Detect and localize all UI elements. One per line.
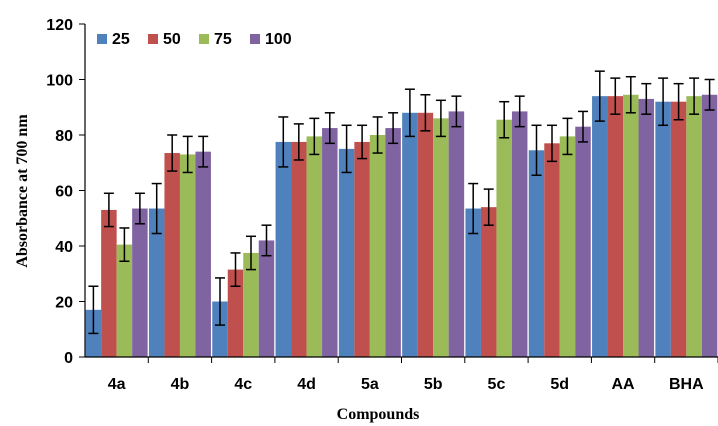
bar-4b-75 bbox=[179, 154, 196, 357]
y-tick-label: 80 bbox=[55, 128, 73, 145]
legend-label-50: 50 bbox=[163, 31, 181, 48]
legend-swatch-100 bbox=[250, 34, 260, 44]
legend-swatch-75 bbox=[199, 34, 209, 44]
legend-label-75: 75 bbox=[214, 31, 232, 48]
x-tick-label: 4c bbox=[234, 376, 252, 393]
bar-4d-100 bbox=[322, 128, 338, 357]
bar-5b-100 bbox=[448, 111, 465, 357]
bar-4c-25 bbox=[212, 301, 228, 357]
bar-AA-100 bbox=[638, 98, 655, 358]
y-axis-ticks: 0 20 40 60 80 100 120 bbox=[46, 17, 85, 367]
bar-5c-50 bbox=[480, 207, 497, 357]
bar-4d-75 bbox=[306, 136, 323, 357]
y-tick-label: 60 bbox=[55, 184, 73, 201]
bar-5a-100 bbox=[385, 128, 401, 357]
x-tick-label: 4d bbox=[297, 376, 316, 393]
plot-area bbox=[84, 24, 718, 358]
y-tick-label: 40 bbox=[55, 239, 73, 256]
legend-swatch-25 bbox=[97, 34, 107, 44]
bar-4b-50 bbox=[164, 153, 180, 357]
bar-4a-75 bbox=[116, 244, 133, 357]
legend: 25 50 75 100 bbox=[97, 31, 292, 48]
bar-4a-100 bbox=[132, 208, 148, 357]
bar-4d-25 bbox=[275, 141, 292, 357]
bar-BHA-100 bbox=[701, 94, 718, 357]
bar-5b-50 bbox=[417, 112, 434, 357]
bar-5c-75 bbox=[496, 119, 512, 357]
bar-4b-100 bbox=[195, 151, 211, 357]
bar-AA-25 bbox=[592, 96, 608, 358]
x-tick-label: 5a bbox=[361, 376, 379, 393]
x-tick-label: 5d bbox=[550, 376, 569, 393]
bar-4a-50 bbox=[101, 209, 117, 357]
bar-4b-25 bbox=[148, 208, 165, 357]
x-tick-label: 4b bbox=[171, 376, 190, 393]
bar-4c-75 bbox=[243, 252, 259, 357]
bar-5a-75 bbox=[369, 135, 386, 357]
bar-5a-50 bbox=[354, 141, 370, 357]
x-tick-label: AA bbox=[611, 376, 635, 393]
y-axis-title: Absorbance at 700 nm bbox=[14, 114, 31, 268]
x-tick-label: 5b bbox=[424, 376, 443, 393]
x-tick-label: BHA bbox=[669, 376, 704, 393]
bar-BHA-25 bbox=[655, 101, 671, 357]
bar-5d-100 bbox=[575, 126, 591, 357]
bar-4c-50 bbox=[227, 269, 244, 357]
legend-label-25: 25 bbox=[112, 31, 130, 48]
x-axis-title: Compounds bbox=[337, 406, 420, 423]
bar-5c-100 bbox=[511, 111, 528, 357]
bar-AA-75 bbox=[623, 94, 639, 357]
bar-4d-50 bbox=[291, 141, 307, 357]
y-tick-label: 0 bbox=[64, 350, 73, 367]
bar-BHA-50 bbox=[670, 101, 687, 357]
y-tick-label: 20 bbox=[55, 295, 73, 312]
legend-swatch-50 bbox=[148, 34, 158, 44]
bar-BHA-75 bbox=[686, 96, 702, 358]
bar-5c-25 bbox=[465, 208, 481, 357]
bar-5d-75 bbox=[559, 136, 576, 357]
legend-label-100: 100 bbox=[265, 31, 292, 48]
x-tick-label: 5c bbox=[488, 376, 506, 393]
bar-4c-100 bbox=[258, 240, 275, 357]
bar-5b-25 bbox=[402, 112, 418, 357]
bar-5b-75 bbox=[433, 118, 449, 357]
y-tick-label: 100 bbox=[46, 73, 73, 90]
bar-AA-50 bbox=[607, 96, 624, 358]
bar-5a-25 bbox=[338, 148, 355, 357]
bar-5d-50 bbox=[544, 143, 560, 357]
bar-5d-25 bbox=[528, 150, 545, 357]
x-tick-label: 4a bbox=[108, 376, 126, 393]
y-tick-label: 120 bbox=[46, 17, 73, 34]
x-axis-ticks: 4a 4b 4c 4d 5a 5b 5c 5d AA BHA bbox=[108, 357, 718, 393]
